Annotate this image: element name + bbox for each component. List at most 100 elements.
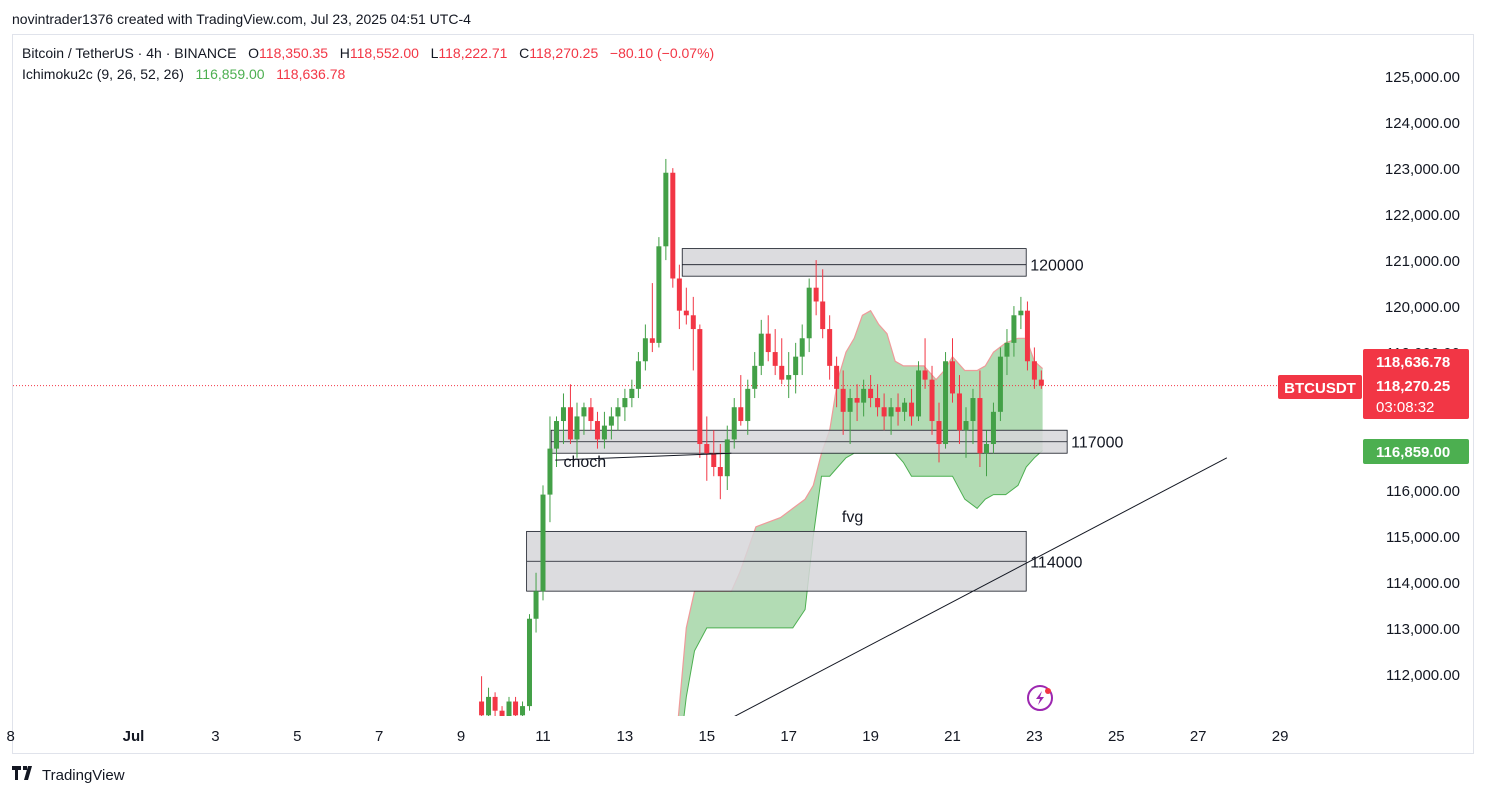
candle-body [588, 407, 594, 422]
candle-body [813, 287, 819, 302]
candle-body [581, 407, 587, 417]
x-tick-label: 29 [1272, 728, 1289, 745]
candle-body [704, 444, 710, 454]
candle-body [1031, 361, 1037, 380]
candle-body [533, 591, 539, 619]
x-tick-label: 9 [457, 728, 465, 745]
candle-body [717, 467, 723, 477]
symbol-tag [1278, 375, 1362, 399]
candle-body [997, 356, 1003, 412]
candle-body [567, 407, 573, 440]
symbol-legend: Bitcoin / TetherUS · 4h · BINANCE O118,3… [22, 45, 714, 61]
tradingview-brand: TradingView [42, 767, 125, 784]
candle-body [895, 407, 901, 412]
candle-body [758, 333, 764, 366]
candle-body [779, 365, 785, 380]
ichimoku-cloud [678, 310, 1043, 716]
candle-body [943, 361, 949, 445]
candle-body [479, 701, 485, 716]
candle-body [909, 402, 915, 417]
candle-body [683, 310, 689, 316]
candle-body [711, 453, 717, 468]
candle-body [697, 329, 703, 445]
candle-body [486, 696, 492, 716]
candle-body [922, 370, 928, 380]
candle-body [834, 365, 840, 389]
indicator-legend[interactable]: Ichimoku2c (9, 26, 52, 26) 116,859.00 11… [22, 66, 345, 82]
candle-body [635, 361, 641, 389]
candle-body [854, 398, 860, 403]
candle-body [492, 696, 498, 711]
y-tick-label: 122,000.00 [1385, 207, 1460, 224]
candle-body [1038, 379, 1044, 386]
x-tick-label: 13 [617, 728, 634, 745]
lightning-icon-bolt [1036, 691, 1044, 705]
candle-body [670, 172, 676, 279]
y-tick-label: 124,000.00 [1385, 115, 1460, 132]
candle-body [520, 706, 526, 716]
x-tick-label: 27 [1190, 728, 1207, 745]
high-value: 118,552.00 [349, 45, 419, 61]
candle-body [554, 421, 560, 449]
candle-body [724, 439, 730, 477]
candle-body [731, 407, 737, 440]
candle-body [881, 407, 887, 417]
indicator-name[interactable]: Ichimoku2c (9, 26, 52, 26) [22, 66, 184, 82]
candle-body [615, 407, 621, 417]
candle-body [608, 416, 614, 426]
candle-body [745, 388, 751, 422]
open-value: 118,350.35 [259, 45, 329, 61]
candle-body [752, 365, 758, 389]
candle-body [875, 398, 881, 408]
y-tick-label: 125,000.00 [1385, 69, 1460, 86]
y-tick-label: 116,000.00 [1386, 483, 1460, 500]
span-a-price-tag [1363, 439, 1469, 464]
candle-body [963, 421, 969, 431]
low-label: L [430, 45, 439, 61]
zone-label-120000: 120000 [1030, 258, 1083, 275]
y-tick-label: 120,000.00 [1385, 299, 1460, 316]
countdown-text: 03:08:32 [1376, 399, 1434, 416]
candle-body [868, 388, 874, 399]
candle-body [547, 448, 553, 495]
attribution-text: novintrader1376 created with TradingView… [12, 11, 471, 27]
candle-body [499, 710, 505, 716]
trend-line [734, 457, 1228, 716]
candle-body [806, 287, 812, 339]
choch-line [555, 452, 732, 461]
tradingview-footer[interactable]: TradingView [12, 766, 125, 785]
price-tag-group [1363, 349, 1469, 419]
x-tick-label: 3 [211, 728, 219, 745]
y-tick-label: 112,000.00 [1386, 667, 1460, 684]
candle-body [840, 388, 846, 412]
x-tick-label: 5 [293, 728, 301, 745]
candle-body [601, 425, 607, 440]
candle-body [820, 301, 826, 330]
candle-body [793, 356, 799, 376]
tradingview-logo-icon [12, 766, 36, 785]
candle-body [916, 370, 922, 417]
candle-body [690, 315, 696, 330]
x-tick-label: 25 [1108, 728, 1125, 745]
chart-frame[interactable] [12, 34, 1474, 754]
candle-body [506, 701, 512, 716]
lightning-icon [1027, 685, 1053, 711]
symbol-tag-text: BTCUSDT [1284, 380, 1356, 397]
candle-body [902, 402, 908, 412]
candle-body [970, 398, 976, 422]
candle-body [990, 411, 996, 445]
candle-body [977, 398, 983, 454]
x-tick-label: 17 [780, 728, 797, 745]
candle-body [656, 246, 662, 343]
annotation-choch: choch [563, 454, 606, 471]
change-value: −80.10 (−0.07%) [609, 45, 715, 61]
candle-body [649, 338, 655, 343]
candle-body [772, 352, 778, 366]
y-tick-label: 115,000.00 [1386, 529, 1460, 546]
candle-body [799, 338, 805, 357]
symbol-name[interactable]: Bitcoin / TetherUS · 4h · BINANCE [22, 45, 237, 61]
candle-body [526, 618, 532, 707]
span-b-price-text: 118,636.78 [1376, 354, 1450, 371]
close-label: C [519, 45, 530, 61]
